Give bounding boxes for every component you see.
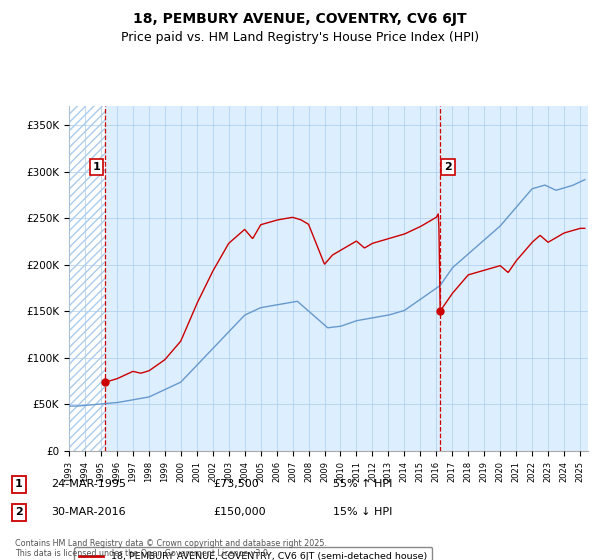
Text: £150,000: £150,000 — [213, 507, 266, 517]
Text: Contains HM Land Registry data © Crown copyright and database right 2025.
This d: Contains HM Land Registry data © Crown c… — [15, 539, 327, 558]
Text: 24-MAR-1995: 24-MAR-1995 — [51, 479, 126, 489]
Text: 2: 2 — [444, 162, 452, 172]
Text: Price paid vs. HM Land Registry's House Price Index (HPI): Price paid vs. HM Land Registry's House … — [121, 31, 479, 44]
Bar — [69, 106, 104, 451]
Text: 15% ↓ HPI: 15% ↓ HPI — [333, 507, 392, 517]
Text: 30-MAR-2016: 30-MAR-2016 — [51, 507, 125, 517]
Text: 2: 2 — [15, 507, 23, 517]
Text: 1: 1 — [15, 479, 23, 489]
Text: 55% ↑ HPI: 55% ↑ HPI — [333, 479, 392, 489]
Text: £73,500: £73,500 — [213, 479, 259, 489]
Text: 1: 1 — [93, 162, 101, 172]
Legend: 18, PEMBURY AVENUE, COVENTRY, CV6 6JT (semi-detached house), HPI: Average price,: 18, PEMBURY AVENUE, COVENTRY, CV6 6JT (s… — [74, 547, 433, 560]
Text: 18, PEMBURY AVENUE, COVENTRY, CV6 6JT: 18, PEMBURY AVENUE, COVENTRY, CV6 6JT — [133, 12, 467, 26]
